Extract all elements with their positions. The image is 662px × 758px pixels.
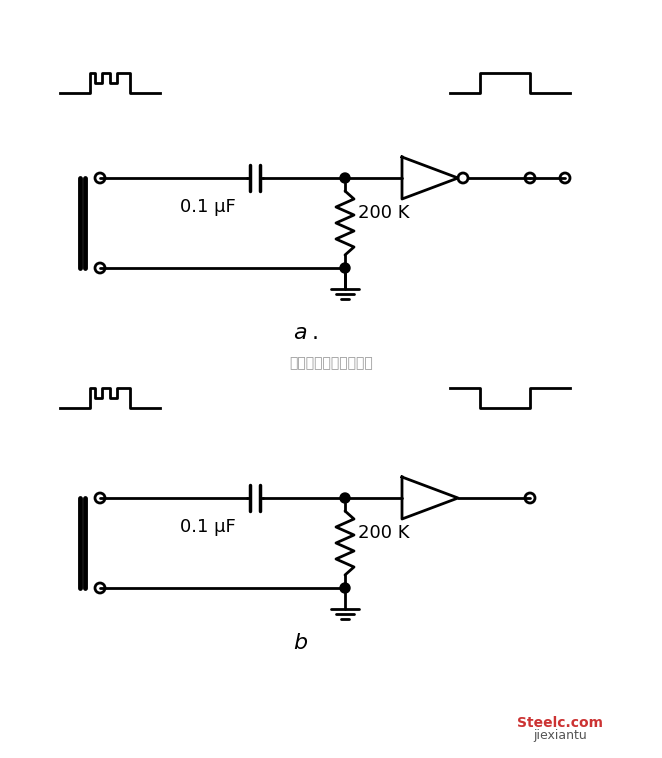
Text: b: b <box>293 633 307 653</box>
Circle shape <box>340 493 350 503</box>
Text: 杭州将睽科技有限公司: 杭州将睽科技有限公司 <box>289 356 373 370</box>
Text: a: a <box>293 323 307 343</box>
Text: 0.1 μF: 0.1 μF <box>180 198 236 216</box>
Text: jiexiantu: jiexiantu <box>533 729 587 743</box>
Circle shape <box>340 263 350 273</box>
Text: .: . <box>312 323 318 343</box>
Text: 200 K: 200 K <box>358 524 410 542</box>
Text: Steelc.com: Steelc.com <box>517 716 603 730</box>
Text: 200 K: 200 K <box>358 204 410 222</box>
Circle shape <box>340 173 350 183</box>
Text: 0.1 μF: 0.1 μF <box>180 518 236 536</box>
Circle shape <box>340 583 350 593</box>
